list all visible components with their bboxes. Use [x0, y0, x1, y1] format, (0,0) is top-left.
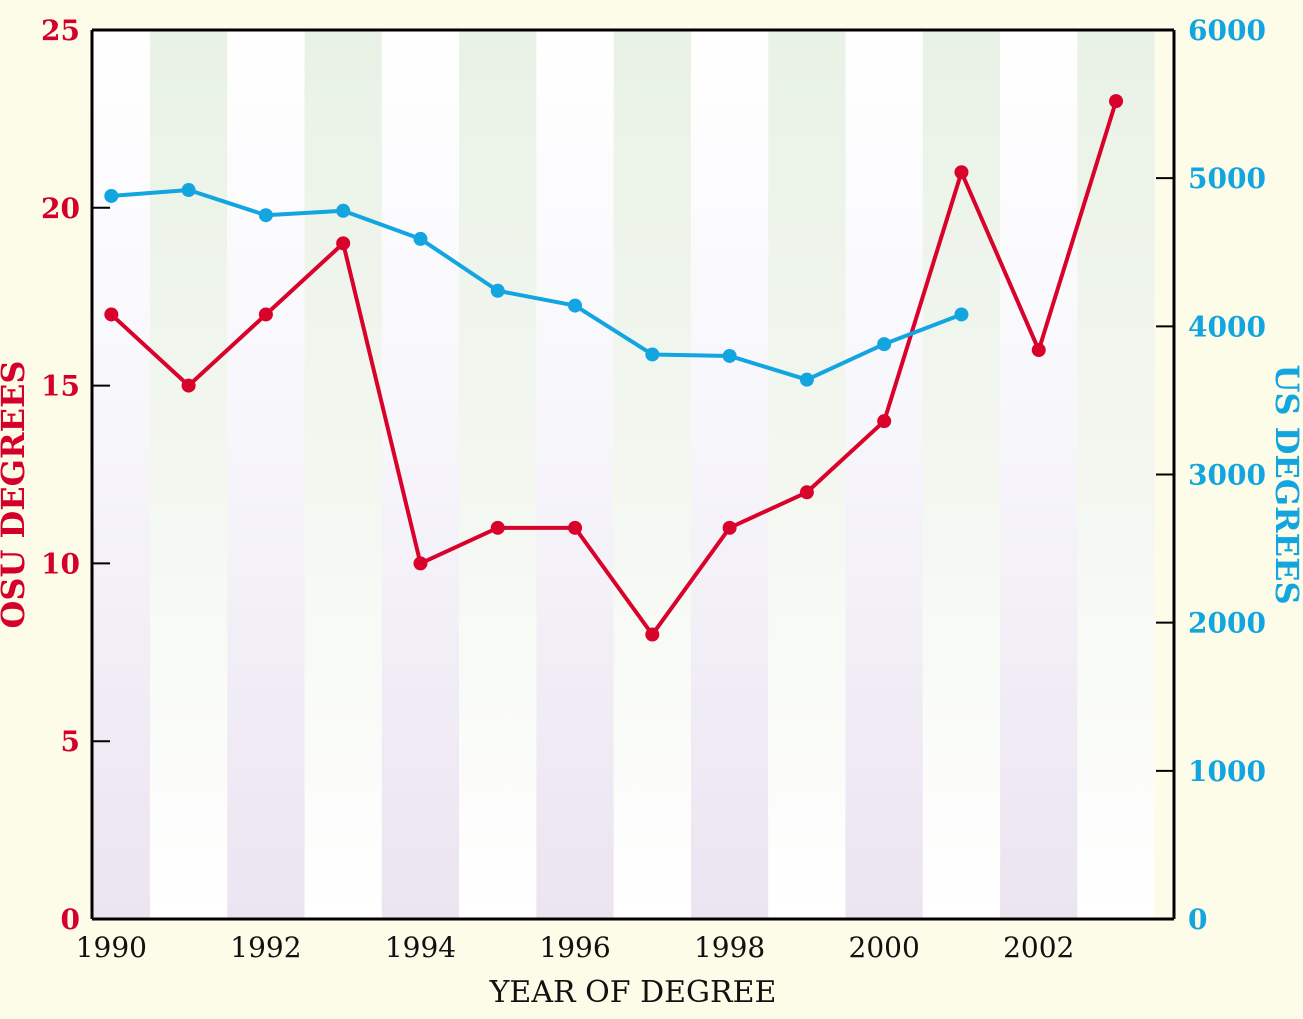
us-point-1999 — [799, 372, 814, 387]
us-point-2001 — [954, 307, 969, 322]
osu-series-line — [109, 100, 1118, 637]
left-tick-label-5: 5 — [61, 725, 80, 758]
us-point-1995 — [490, 283, 505, 298]
band-2000 — [845, 30, 923, 919]
us-point-1990 — [104, 188, 119, 203]
osu-point-2002 — [1031, 343, 1046, 358]
band-1992 — [227, 30, 305, 919]
osu-point-1996 — [568, 520, 583, 535]
band-1998 — [690, 30, 769, 919]
us-point-1996 — [568, 298, 583, 313]
series-layer — [104, 94, 1124, 642]
osu-point-2000 — [877, 414, 892, 429]
band-1991 — [149, 30, 228, 919]
left-tick-label-20: 20 — [41, 192, 80, 225]
osu-point-1991 — [181, 378, 196, 393]
band-1993 — [304, 30, 382, 919]
background-bands — [92, 30, 1155, 919]
right-tick-label-2000: 2000 — [1188, 607, 1266, 640]
osu-point-1992 — [258, 307, 273, 322]
x-tick-label-1998: 1998 — [694, 931, 765, 964]
right-tick-label-4000: 4000 — [1188, 310, 1266, 343]
x-axis-title: YEAR OF DEGREE — [489, 975, 777, 1010]
us-point-2000 — [877, 337, 892, 352]
right-tick-label-0: 0 — [1188, 903, 1207, 936]
left-tick-label-15: 15 — [41, 370, 80, 403]
band-1997 — [613, 30, 691, 919]
band-1995 — [459, 30, 537, 919]
band-1990 — [92, 30, 150, 919]
x-tick-label-2000: 2000 — [849, 931, 920, 964]
x-tick-label-2002: 2002 — [1003, 931, 1074, 964]
osu-point-1994 — [413, 556, 428, 571]
tick-marks — [92, 29, 1174, 920]
osu-point-1990 — [104, 307, 119, 322]
right-tick-label-5000: 5000 — [1188, 162, 1266, 195]
right-axis-title: US DEGREES — [1268, 364, 1303, 604]
osu-point-1995 — [490, 520, 505, 535]
osu-point-2003 — [1109, 94, 1124, 109]
band-1994 — [381, 30, 460, 919]
left-tick-label-25: 25 — [41, 14, 80, 47]
osu-point-1993 — [336, 236, 351, 251]
osu-point-1999 — [799, 485, 814, 500]
tick-labels: 0 5 10 15 20 25 0 1000 2000 3000 4000 5000 6000 1990 1… — [41, 14, 1266, 964]
us-series-line — [111, 188, 963, 382]
band-2003 — [1077, 30, 1155, 919]
left-tick-label-0: 0 — [61, 903, 80, 936]
band-1999 — [768, 30, 846, 919]
band-1996 — [536, 30, 614, 919]
osu-point-2001 — [954, 165, 969, 180]
us-point-1993 — [336, 203, 351, 218]
us-point-1994 — [413, 231, 428, 246]
osu-point-1997 — [645, 627, 660, 642]
right-tick-label-3000: 3000 — [1188, 459, 1266, 492]
band-2002 — [1000, 30, 1078, 919]
osu-point-1998 — [722, 520, 737, 535]
left-tick-label-10: 10 — [41, 547, 80, 580]
x-tick-label-1996: 1996 — [539, 931, 610, 964]
band-2001 — [922, 30, 1001, 919]
us-point-1997 — [645, 347, 660, 362]
right-tick-label-6000: 6000 — [1188, 14, 1266, 47]
us-point-1998 — [722, 348, 737, 363]
right-tick-label-1000: 1000 — [1188, 755, 1266, 788]
us-point-1992 — [258, 208, 273, 223]
left-axis-title: OSU DEGREES — [0, 361, 32, 629]
x-tick-label-1994: 1994 — [385, 931, 456, 964]
us-point-1991 — [181, 183, 196, 198]
x-tick-label-1990: 1990 — [76, 931, 147, 964]
x-tick-label-1992: 1992 — [230, 931, 301, 964]
